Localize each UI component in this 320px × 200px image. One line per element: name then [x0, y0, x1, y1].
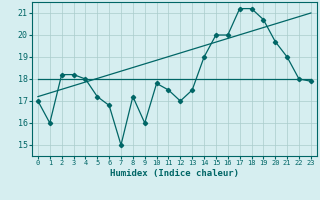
X-axis label: Humidex (Indice chaleur): Humidex (Indice chaleur): [110, 169, 239, 178]
